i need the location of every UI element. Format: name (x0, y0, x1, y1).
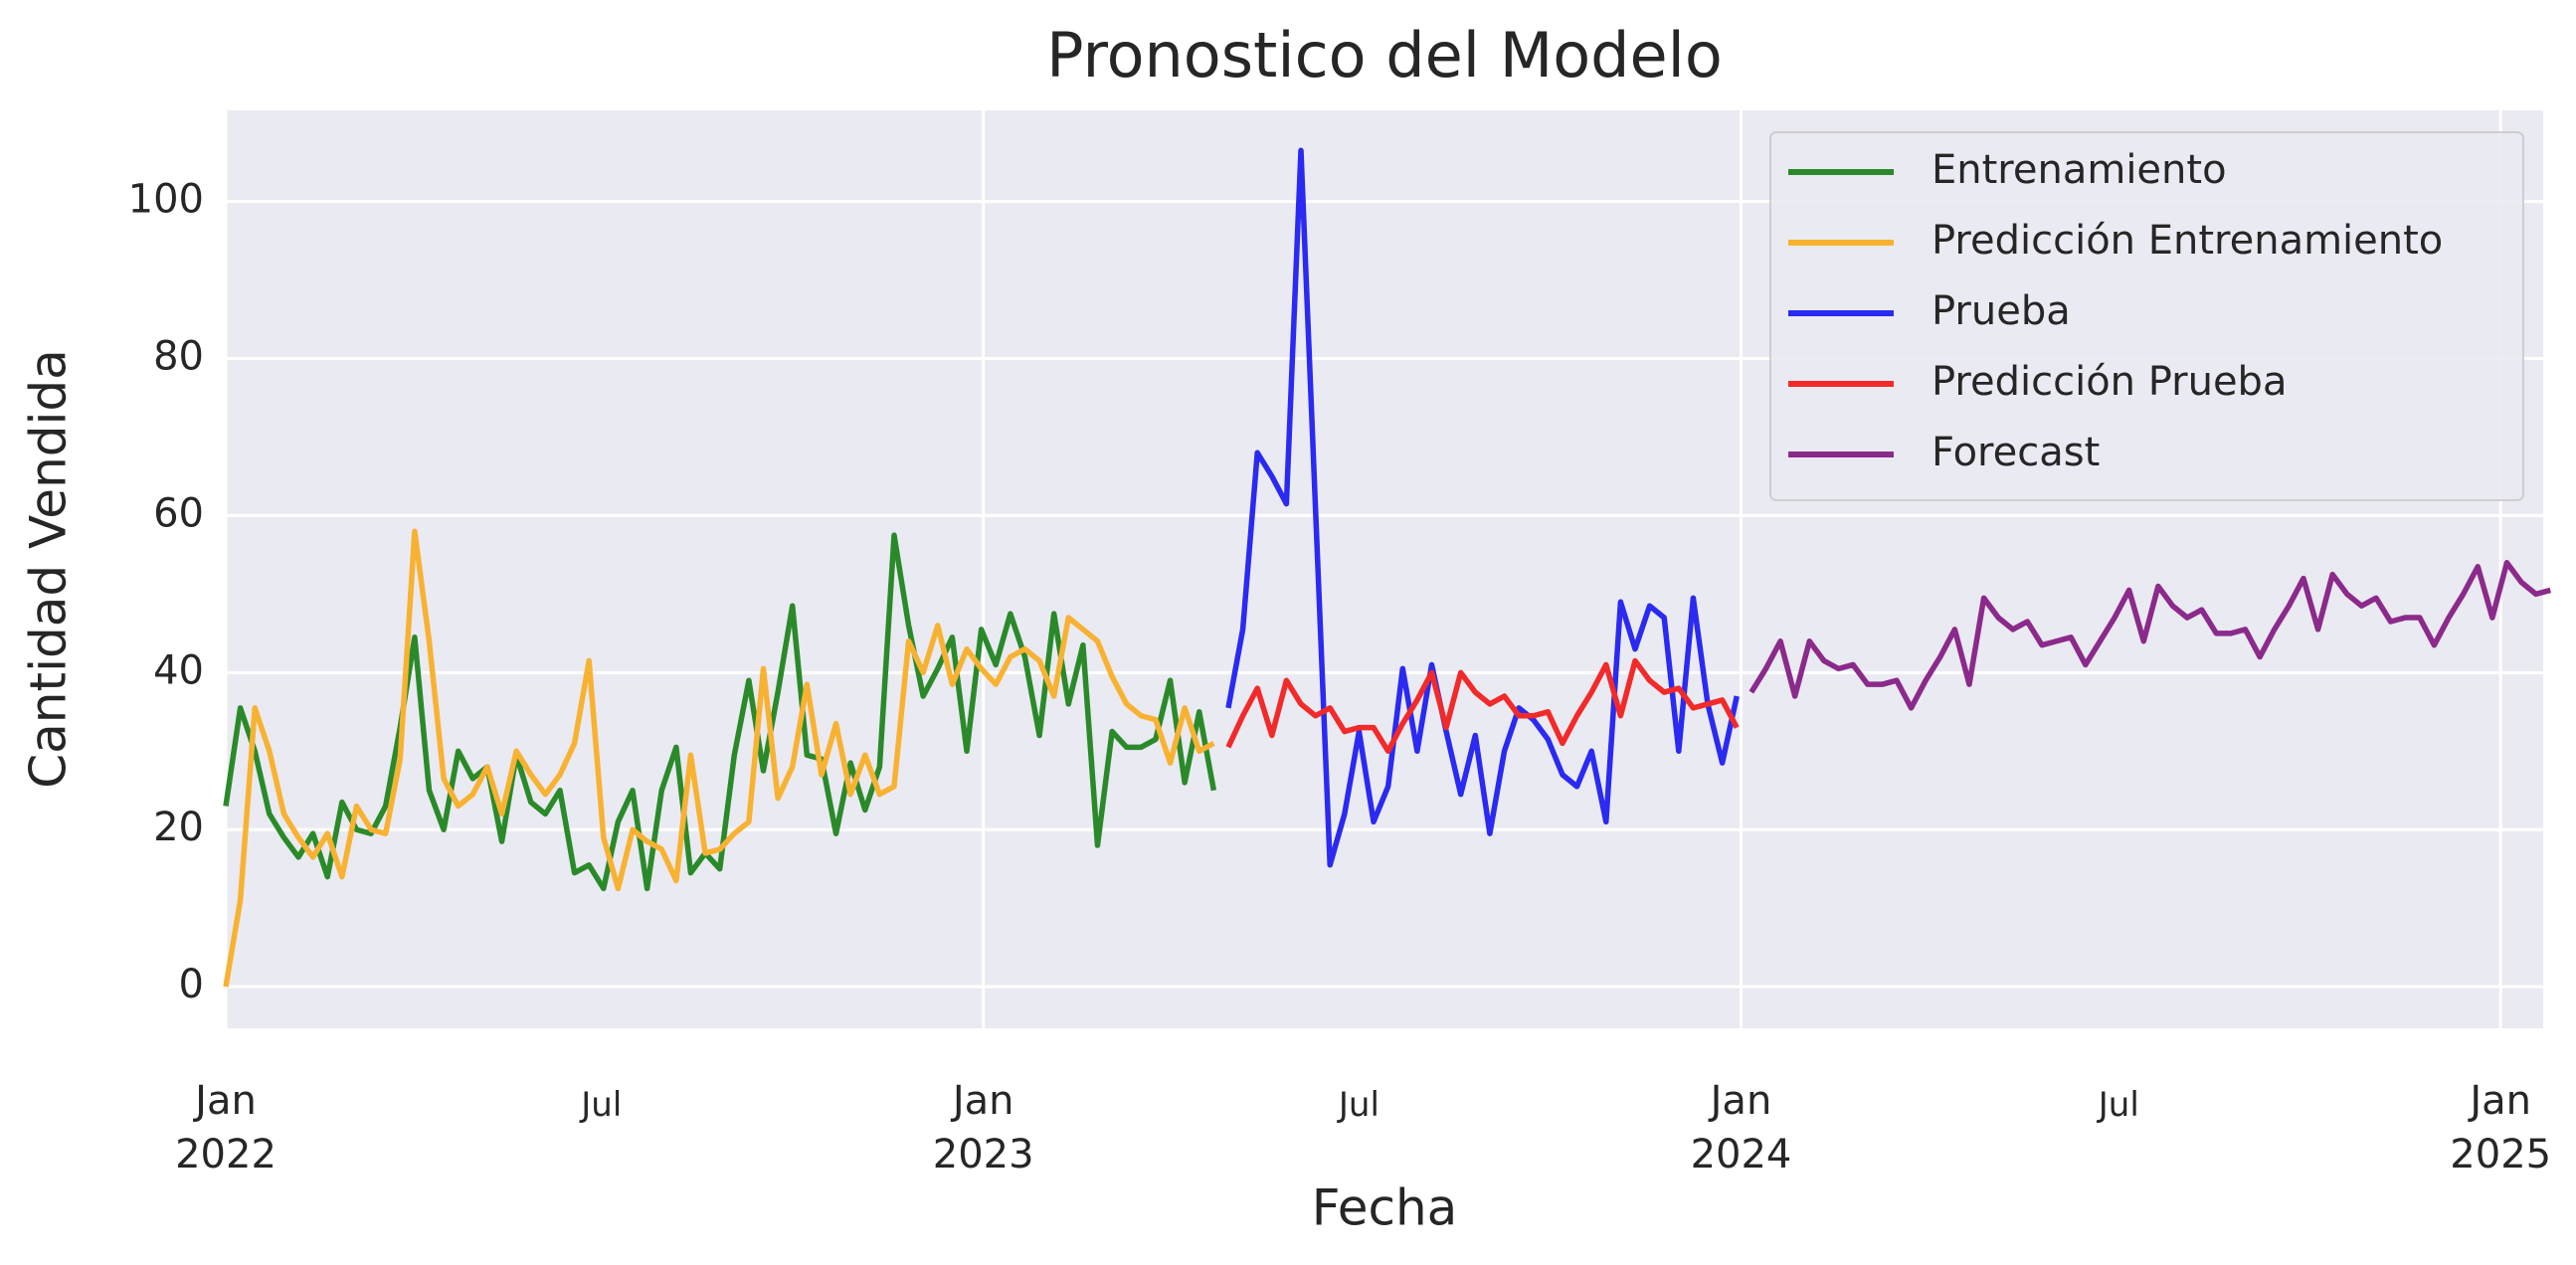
legend: Entrenamiento Predicción Entrenamiento Pru… (1769, 131, 2524, 501)
legend-label: Predicción Entrenamiento (1932, 218, 2443, 264)
y-tick-label: 0 (179, 962, 204, 1007)
x-tick-label: Jul (2098, 1085, 2139, 1125)
y-tick-label: 40 (153, 647, 204, 693)
legend-label: Entrenamiento (1932, 147, 2227, 193)
legend-box (1769, 131, 2524, 501)
chart-title: Pronostico del Modelo (1046, 19, 1723, 91)
y-tick-label: 80 (153, 334, 204, 380)
series-line (1748, 560, 2552, 711)
series-line (1225, 657, 1740, 755)
series-line (223, 532, 1217, 892)
x-tick-label: Jan 2025 (2450, 1078, 2552, 1177)
x-axis-label: Fecha (1312, 1179, 1458, 1237)
legend-label: Forecast (1932, 430, 2100, 475)
y-tick-label: 100 (128, 177, 204, 223)
x-tick-label: Jul (1338, 1085, 1380, 1125)
series-line (223, 528, 1215, 988)
x-tick-label: Jul (581, 1085, 623, 1125)
y-tick-label: 60 (153, 490, 204, 536)
legend-label: Predicción Prueba (1932, 359, 2287, 405)
y-axis-label: Cantidad Vendida (20, 349, 78, 789)
y-tick-label: 20 (153, 805, 204, 850)
series-line (1225, 147, 1740, 868)
legend-label: Prueba (1932, 288, 2071, 334)
x-tick-label: Jan 2023 (932, 1078, 1034, 1177)
x-tick-label: Jan 2022 (175, 1078, 276, 1177)
x-tick-label: Jan 2024 (1690, 1078, 1792, 1177)
